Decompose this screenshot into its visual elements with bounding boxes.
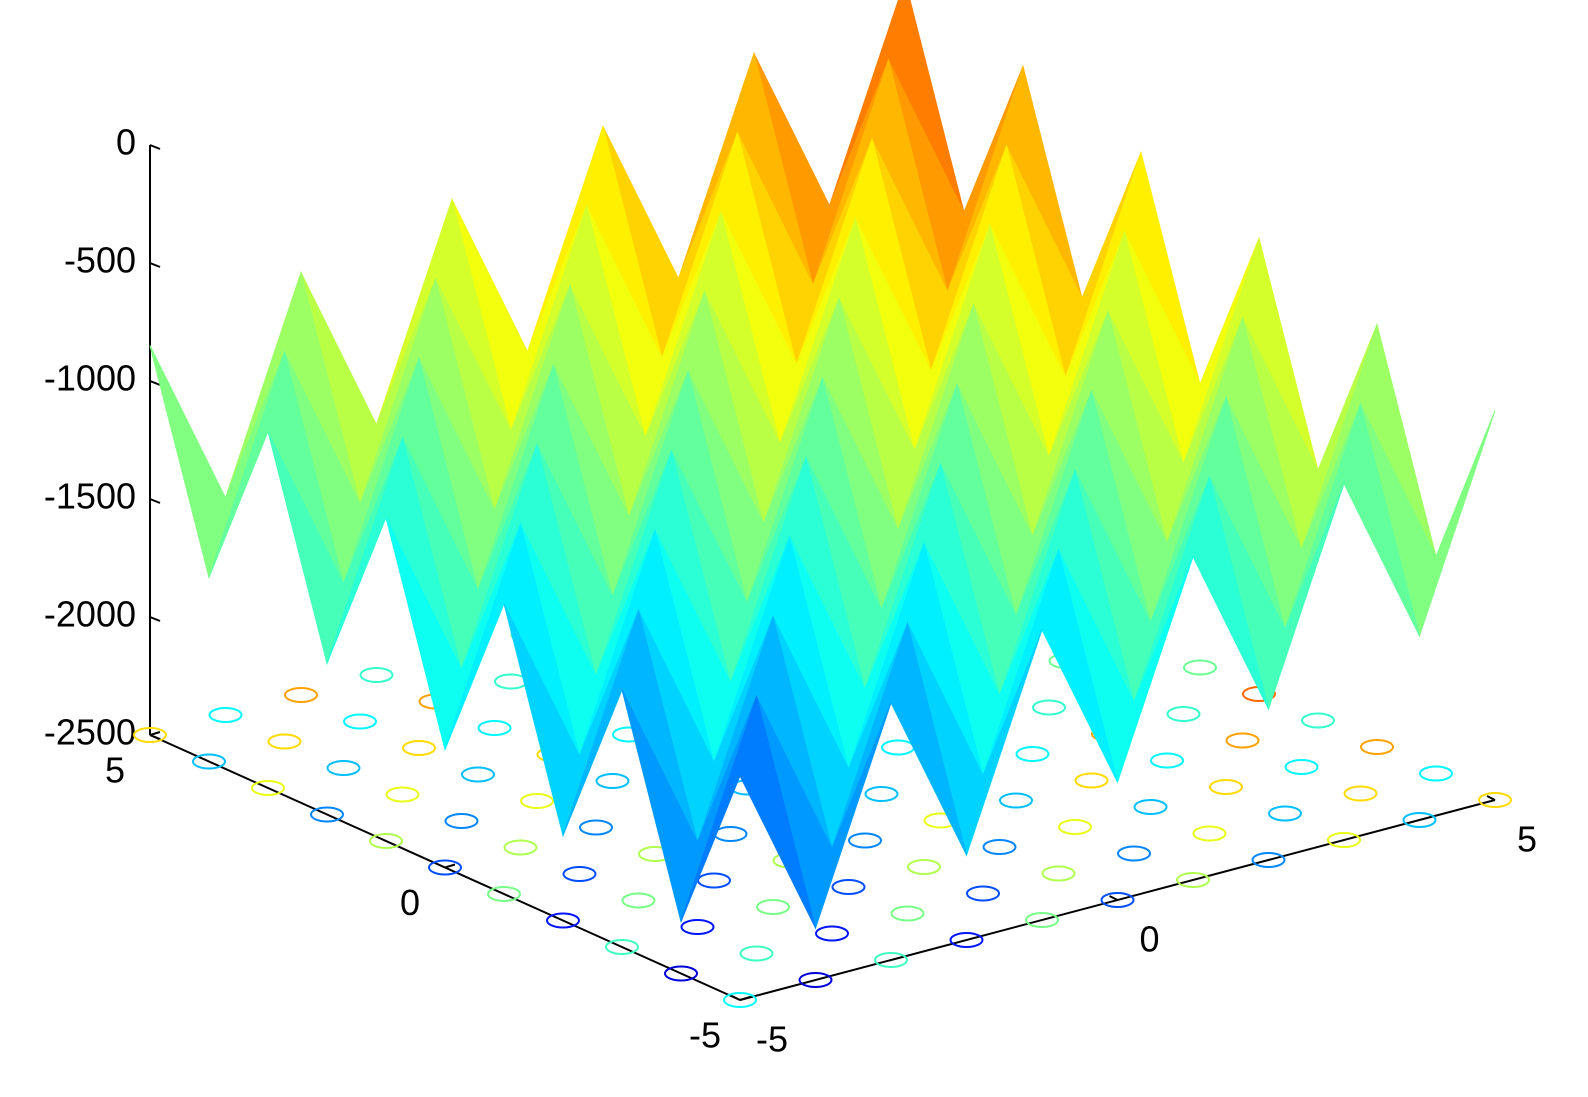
contour-ring	[756, 899, 790, 915]
contour-ring	[579, 819, 613, 836]
contour-ring	[697, 872, 731, 889]
contour-ring	[1327, 832, 1361, 848]
contour-ring	[982, 839, 1017, 855]
contour-ring	[831, 879, 866, 895]
y-tick	[739, 996, 751, 1001]
x-tick-label: 5	[1517, 819, 1537, 860]
contour-ring	[1402, 812, 1437, 828]
contour-ring	[664, 965, 698, 982]
contour-ring	[605, 939, 639, 955]
contour-ring	[713, 826, 748, 842]
contour-ring	[798, 972, 833, 988]
contour-ring	[1209, 779, 1243, 795]
y-tick-label: 0	[400, 882, 420, 923]
z-tick	[149, 380, 161, 386]
contour-ring	[343, 713, 377, 730]
contour-ring	[1166, 706, 1201, 722]
contour-ring	[503, 839, 538, 856]
x-tick	[1486, 795, 1496, 801]
z-tick-label: -1500	[44, 476, 136, 517]
contour-ring	[848, 832, 882, 849]
contour-ring	[267, 733, 302, 750]
contour-ring	[369, 833, 403, 849]
contour-ring	[428, 859, 462, 876]
contour-ring	[444, 813, 479, 829]
contour-ring	[1058, 819, 1092, 835]
contour-ring	[385, 786, 420, 803]
contour-ring	[359, 667, 394, 683]
contour-ring	[1419, 765, 1453, 782]
contour-ring	[1100, 892, 1135, 908]
contour-ring	[1150, 752, 1184, 769]
contour-ring	[1074, 772, 1109, 789]
contour-ring	[1176, 872, 1210, 888]
contour-ring	[949, 932, 984, 948]
z-tick-label: -2000	[44, 594, 136, 635]
z-tick	[149, 616, 161, 622]
contour-ring	[966, 885, 1000, 902]
x-tick	[731, 995, 741, 1001]
contour-ring	[1301, 712, 1335, 729]
contour-ring	[1251, 852, 1286, 868]
contour-ring	[999, 792, 1033, 809]
contour-ring	[1133, 799, 1168, 815]
surface-patch	[680, 694, 816, 929]
z-tick-label: -2500	[44, 712, 136, 753]
contour-ring	[1041, 865, 1076, 882]
x-tick	[1109, 895, 1118, 901]
contour-ring	[1117, 845, 1151, 862]
contour-ring	[477, 720, 512, 736]
contour-ring	[1360, 739, 1394, 755]
contour-ring	[1478, 792, 1512, 808]
z-tick	[149, 144, 161, 150]
z-tick	[149, 262, 161, 268]
contour-ring	[326, 760, 361, 776]
y-tick	[149, 731, 161, 736]
z-tick-label: -1000	[44, 358, 136, 399]
contour-ring	[890, 905, 925, 922]
contour-ring	[595, 773, 630, 789]
surface-patch	[149, 345, 285, 580]
contour-ring	[284, 687, 318, 703]
contour-ring	[208, 707, 243, 723]
contour-ring	[1025, 912, 1059, 928]
z-tick	[149, 734, 161, 740]
contour-ring	[487, 886, 521, 902]
contour-ring	[520, 793, 554, 809]
y-tick	[444, 863, 456, 869]
contour-ring	[562, 866, 597, 882]
contour-ring	[1192, 825, 1227, 842]
z-tick-label: 0	[116, 122, 136, 163]
contour-ring	[864, 786, 899, 802]
contour-ring	[402, 740, 436, 756]
contour-ring	[1183, 659, 1217, 676]
contour-ring	[133, 727, 167, 743]
x-tick-label: -5	[756, 1019, 788, 1060]
contour-ring	[1268, 805, 1302, 822]
contour-ring	[192, 753, 226, 770]
contour-ring	[815, 925, 849, 942]
contour-ring	[680, 919, 715, 935]
contour-ring	[723, 992, 757, 1008]
contour-ring	[251, 780, 285, 796]
z-tick-label: -500	[64, 240, 136, 281]
y-tick-label: -5	[689, 1015, 721, 1056]
contour-ring	[907, 859, 941, 875]
contour-ring	[881, 739, 915, 756]
contour-ring	[546, 912, 580, 929]
contour-ring	[1032, 699, 1066, 716]
contour-ring	[621, 892, 656, 909]
contour-ring	[461, 766, 495, 783]
contour-ring	[1015, 746, 1050, 762]
z-tick	[149, 498, 161, 504]
contour-ring	[1343, 785, 1378, 802]
x-tick-label: 0	[1139, 919, 1159, 960]
contour-ring	[310, 806, 344, 823]
contour-ring	[1225, 732, 1260, 749]
contour-ring	[1284, 759, 1319, 775]
y-tick-label: 5	[105, 750, 125, 791]
contour-ring	[739, 945, 774, 962]
contour-ring	[874, 952, 908, 968]
